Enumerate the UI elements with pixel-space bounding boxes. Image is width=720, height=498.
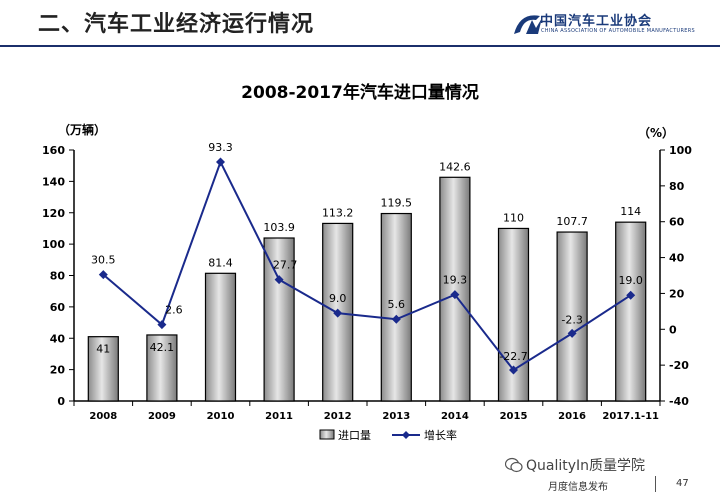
growth-rate-label: -22.7 [499,350,527,363]
footer-separator [655,476,656,492]
growth-rate-point [391,314,401,324]
y2-tick-label: 0 [669,323,677,336]
bar-value-label: 113.2 [322,206,354,219]
header-rule [0,45,720,47]
slide-title: 二、汽车工业经济运行情况 [38,12,315,37]
chart-title: 2008-2017年汽车进口量情况 [241,83,479,103]
wechat-icon [505,457,523,473]
x-tick-label: 2009 [148,411,176,422]
page-number: 47 [676,478,689,489]
growth-rate-label: 2.6 [165,304,183,317]
y-tick-label: 40 [50,332,66,345]
bar-value-label: 107.7 [556,215,588,228]
bar-value-label: 81.4 [208,256,233,269]
growth-rate-label: -2.3 [561,313,582,326]
bar [556,231,588,402]
x-tick-label: 2008 [89,411,117,422]
y-tick-label: 140 [42,175,65,188]
growth-rate-point [567,328,577,338]
x-tick-label: 2013 [382,411,410,422]
growth-rate-label: 19.3 [443,274,468,287]
growth-rate-point [98,270,108,280]
y-axis-label: （万辆） [58,122,106,137]
growth-rate-line [102,159,632,372]
growth-rate-point [509,365,518,375]
growth-rate-label: 30.5 [91,254,116,267]
y2-tick-label: 100 [669,144,692,157]
y-tick-label: 0 [57,395,65,408]
growth-rate-label: 9.0 [329,292,347,305]
y2-tick-label: -40 [669,395,689,408]
bar-value-label: 41 [96,343,110,356]
bar-value-label: 110 [503,211,524,224]
bar [263,237,295,402]
growth-rate-point [333,308,343,318]
y2-tick-label: 20 [669,287,685,300]
bar-value-label: 103.9 [263,221,295,234]
x-tick-label: 2014 [441,411,469,422]
footer-note: 月度信息发布 [548,482,608,493]
growth-rate-point [626,290,636,300]
x-tick-label: 2012 [324,411,352,422]
y-tick-label: 100 [42,238,65,251]
x-tick-label: 2011 [265,411,293,422]
y-tick-label: 20 [50,364,66,377]
legend-bar-swatch [319,429,335,440]
growth-rate-label: 27.7 [273,259,298,272]
growth-rate-label: 19.0 [618,274,643,287]
bar-value-label: 114 [620,205,641,218]
x-tick-label: 2015 [500,411,528,422]
bar [439,176,471,402]
legend-bar-label: 进口量 [338,429,371,442]
bar [615,221,647,402]
y2-axis-label: （%） [638,125,674,140]
x-tick-label: 2010 [207,411,235,422]
bar [380,212,412,402]
cam-logo-icon [514,15,542,34]
watermark-text: QualityIn质量学院 [526,458,646,474]
y-tick-label: 60 [50,301,66,314]
y2-tick-label: 60 [669,216,685,229]
legend-line-label: 增长率 [424,428,457,442]
org-name: 中国汽车工业协会 [540,14,653,29]
bar [497,227,530,402]
bar [146,334,178,402]
y2-tick-label: -20 [669,359,689,372]
legend-line-marker [402,431,410,439]
bar [204,272,237,402]
y-tick-label: 80 [50,270,66,283]
y-tick-label: 160 [42,144,65,157]
growth-rate-point [157,320,167,330]
growth-rate-point [450,290,460,300]
x-tick-label: 2016 [558,411,586,422]
y2-tick-label: 80 [669,180,685,193]
bar-value-label: 142.6 [439,160,471,173]
growth-rate-label: 93.3 [208,141,233,154]
org-name-en: CHINA ASSOCIATION OF AUTOMOBILE MANUFACT… [541,28,695,34]
growth-rate-label: 5.6 [388,298,406,311]
bar-value-label: 42.1 [150,341,175,354]
x-tick-label: 2017.1-11 [602,411,659,422]
y2-tick-label: 40 [669,252,685,265]
growth-rate-point [274,275,284,285]
y-tick-label: 120 [42,207,65,220]
bar-value-label: 119.5 [381,197,413,210]
growth-rate-point [216,157,225,167]
bar [87,336,119,402]
